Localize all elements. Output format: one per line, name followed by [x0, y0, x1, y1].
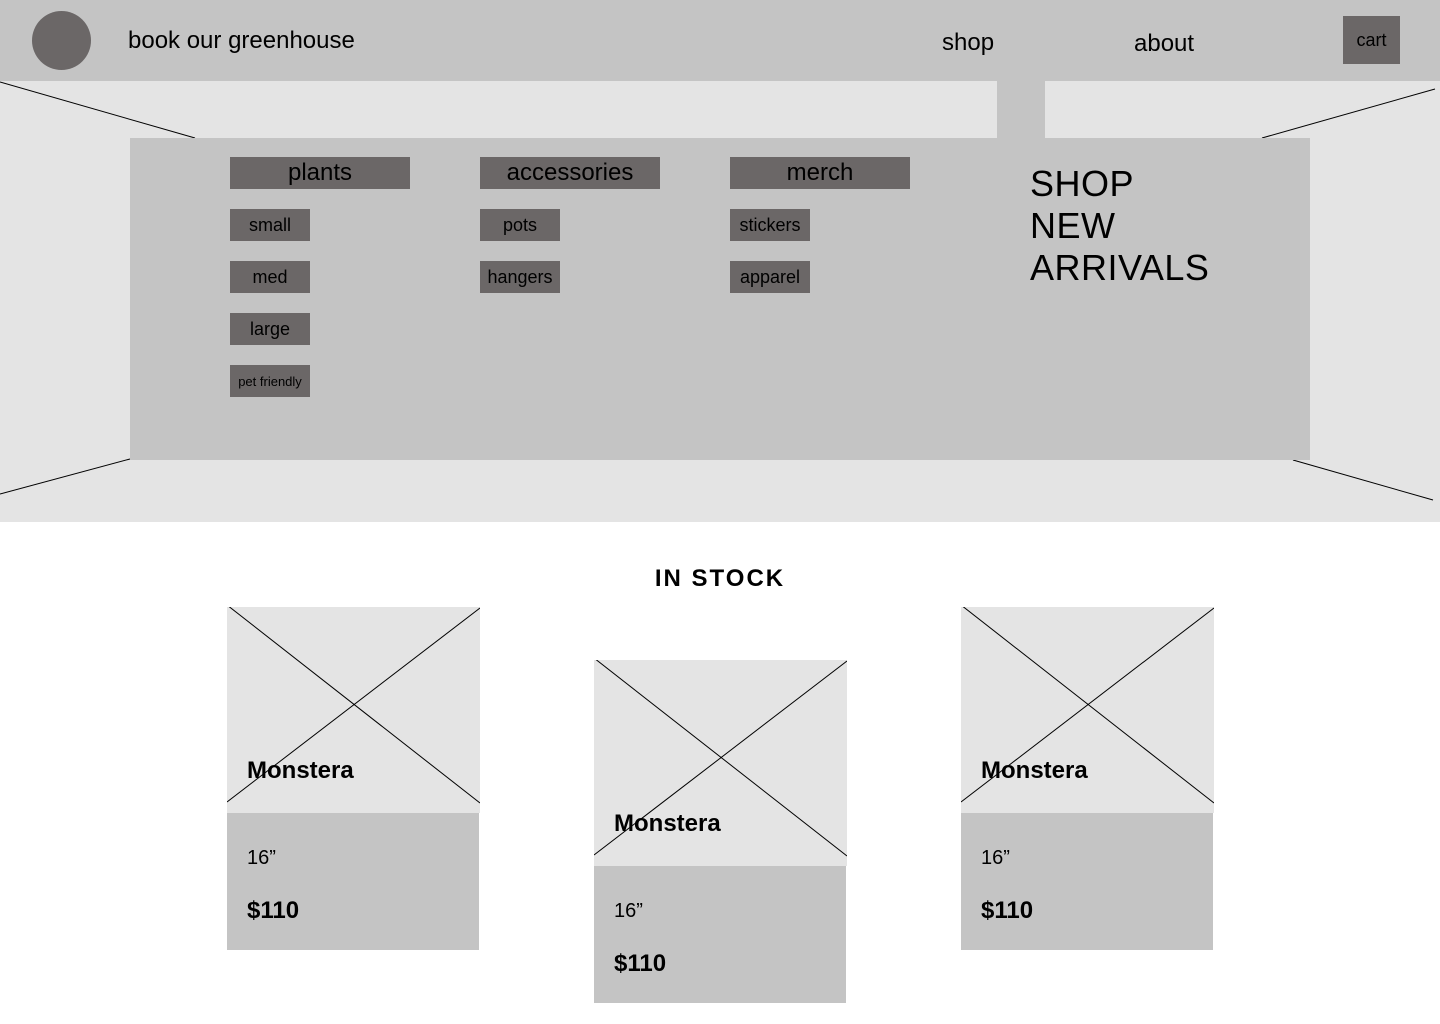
- product-size: 16”: [614, 900, 643, 922]
- category-plants[interactable]: plants: [230, 157, 410, 189]
- product-price: $110: [614, 950, 667, 977]
- shop-dropdown-menu: [130, 138, 1310, 460]
- cart-button[interactable]: cart: [1343, 16, 1400, 64]
- brand-title[interactable]: book our greenhouse: [128, 27, 355, 54]
- hero-placeholder-lines: [0, 81, 1436, 501]
- logo-circle[interactable]: [32, 11, 91, 70]
- subcategory-small[interactable]: small: [230, 209, 310, 241]
- category-accessories[interactable]: accessories: [480, 157, 660, 189]
- promo-line-1: SHOP: [1030, 163, 1135, 204]
- product-info: 16” $110: [594, 866, 846, 1003]
- promo-line-2: NEW: [1030, 205, 1116, 246]
- shop-menu-connector: [997, 81, 1045, 139]
- product-info: 16” $110: [961, 813, 1213, 950]
- subcategory-stickers[interactable]: stickers: [730, 209, 810, 241]
- subcategory-large[interactable]: large: [230, 313, 310, 345]
- subcategory-apparel[interactable]: apparel: [730, 261, 810, 293]
- product-name[interactable]: Monstera: [614, 810, 721, 837]
- product-size: 16”: [247, 847, 276, 869]
- nav-shop-link[interactable]: shop: [942, 29, 995, 56]
- image-placeholder-icon: [227, 607, 480, 804]
- in-stock-heading: IN STOCK: [654, 565, 786, 592]
- product-image-placeholder[interactable]: [227, 607, 480, 813]
- subcategory-pet-friendly[interactable]: pet friendly: [230, 365, 310, 397]
- image-placeholder-icon: [961, 607, 1214, 804]
- product-price: $110: [981, 897, 1034, 924]
- product-card[interactable]: Monstera 16” $110: [594, 660, 847, 1003]
- product-image-placeholder[interactable]: [594, 660, 847, 866]
- product-image-placeholder[interactable]: [961, 607, 1214, 813]
- subcategory-pots[interactable]: pots: [480, 209, 560, 241]
- product-name[interactable]: Monstera: [247, 757, 354, 784]
- promo-line-3: ARRIVALS: [1030, 247, 1210, 288]
- shop-new-arrivals-link[interactable]: SHOP NEW ARRIVALS: [1030, 163, 1209, 289]
- subcategory-hangers[interactable]: hangers: [480, 261, 560, 293]
- product-card[interactable]: Monstera 16” $110: [227, 607, 480, 950]
- image-placeholder-icon: [594, 660, 847, 857]
- product-card[interactable]: Monstera 16” $110: [961, 607, 1214, 950]
- site-header: book our greenhouse shop about cart: [0, 0, 1440, 81]
- product-name[interactable]: Monstera: [981, 757, 1088, 784]
- nav-about-link[interactable]: about: [1134, 30, 1195, 57]
- product-size: 16”: [981, 847, 1010, 869]
- category-merch[interactable]: merch: [730, 157, 910, 189]
- product-info: 16” $110: [227, 813, 479, 950]
- subcategory-med[interactable]: med: [230, 261, 310, 293]
- product-price: $110: [247, 897, 300, 924]
